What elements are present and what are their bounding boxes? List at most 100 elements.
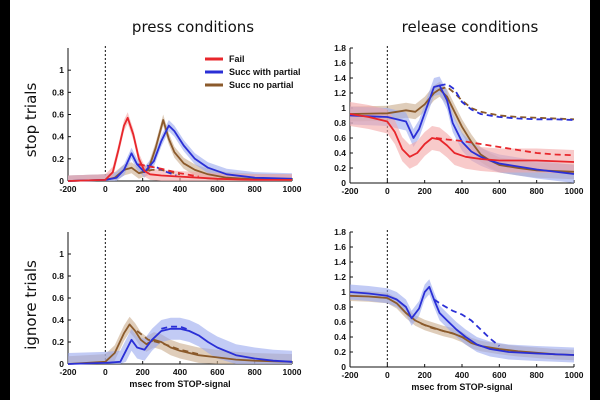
y-tick-label: 1.6 [334, 242, 346, 252]
x-tick-label: 400 [173, 367, 187, 377]
x-tick-label: -200 [59, 367, 76, 377]
series-dashed-succ_nopartial [136, 330, 199, 355]
x-tick-label: 0 [385, 370, 390, 380]
x-tick-label: 0 [103, 367, 108, 377]
series-line-fail [349, 113, 575, 163]
panel-press-ignore: -200 0 200 400 600 800 100000.20.40.60.81msec … [52, 230, 302, 389]
x-tick-label: 200 [418, 370, 432, 380]
series-line-succ_nopartial [349, 294, 575, 356]
y-tick-label: 0.6 [334, 133, 346, 143]
x-tick-label: 800 [530, 370, 544, 380]
series-dashed-fail [138, 163, 199, 178]
figure-panel: press conditions release conditions stop… [10, 0, 590, 400]
y-tick-label: 0.6 [334, 317, 346, 327]
y-tick-label: 0.8 [52, 87, 64, 97]
y-tick-label: 1.4 [334, 73, 346, 83]
y-tick-label: 0.4 [52, 132, 64, 142]
series-dashed-fail [435, 137, 575, 157]
band-fail [68, 112, 292, 181]
y-tick-label: 1.4 [334, 257, 346, 267]
series-line-succ_nopartial [67, 323, 293, 365]
x-tick-label: -200 [341, 186, 358, 196]
panel-release-ignore: -200 0 200 400 600 800 100000.20.40.60.811.21.… [334, 227, 584, 392]
y-tick-label: 0.2 [52, 154, 64, 164]
series-dashed-succ_partial [136, 163, 177, 177]
x-tick-label: 800 [248, 184, 262, 194]
x-tick-label: 200 [136, 184, 150, 194]
y-tick-label: 0.2 [52, 337, 64, 347]
y-tick-label: 0.4 [334, 332, 346, 342]
band-succ_partial [68, 120, 292, 181]
x-tick-label: 600 [210, 184, 224, 194]
row-label-stop: stop trials [22, 83, 40, 158]
x-tick-label: 200 [418, 186, 432, 196]
legend: Fail Succ with partial Succ no partial [200, 50, 326, 94]
band-succ_nopartial [350, 81, 574, 180]
x-tick-label: 400 [455, 186, 469, 196]
series-dashed-succ_partial [439, 83, 575, 121]
x-tick-label: 800 [248, 367, 262, 377]
series-line-succ_partial [349, 84, 575, 175]
y-tick-label: 0.2 [334, 347, 346, 357]
x-tick-label: -200 [59, 184, 76, 194]
column-title-press: press conditions [132, 18, 254, 36]
y-tick-label: 0.8 [52, 271, 64, 281]
y-tick-label: 0.8 [334, 118, 346, 128]
x-tick-label: 0 [385, 186, 390, 196]
y-tick-label: 1.6 [334, 58, 346, 68]
y-tick-label: 0 [341, 178, 346, 188]
y-tick-label: 0.8 [334, 302, 346, 312]
x-axis-label: msec from STOP-signal [129, 379, 230, 389]
y-tick-label: 0 [341, 362, 346, 372]
y-tick-label: 1.2 [334, 88, 346, 98]
series-dashed-succ_nopartial [439, 85, 575, 121]
y-tick-label: 0.4 [52, 315, 64, 325]
y-tick-label: 0.6 [52, 293, 64, 303]
row-label-ignore: ignore trials [22, 260, 40, 350]
y-tick-label: 0 [59, 176, 64, 186]
series-line-succ_partial [67, 327, 293, 365]
x-axis-label: msec from STOP-signal [411, 382, 512, 392]
x-tick-label: 800 [530, 186, 544, 196]
y-tick-label: 0.6 [52, 110, 64, 120]
x-tick-label: 1000 [283, 184, 302, 194]
y-tick-label: 0 [59, 359, 64, 369]
series-dashed-succ_partial [161, 325, 190, 331]
y-tick-label: 0.4 [334, 148, 346, 158]
x-tick-label: 0 [103, 184, 108, 194]
band-fail [350, 102, 574, 174]
y-tick-label: 1.2 [334, 272, 346, 282]
y-tick-label: 1 [59, 249, 64, 259]
legend-label-succ-nopartial: Succ no partial [229, 80, 294, 90]
legend-label-succ-partial: Succ with partial [229, 67, 301, 77]
band-succ_partial [350, 279, 574, 363]
series-dashed-succ_nopartial [420, 322, 467, 340]
series-dashed-succ_partial [433, 298, 500, 347]
x-tick-label: 1000 [565, 370, 584, 380]
column-title-release: release conditions [402, 18, 539, 36]
x-tick-label: 600 [210, 367, 224, 377]
x-tick-label: 400 [455, 370, 469, 380]
y-tick-label: 1 [59, 65, 64, 75]
x-tick-label: 1000 [565, 186, 584, 196]
y-tick-label: 1 [341, 287, 346, 297]
band-succ_partial [68, 317, 292, 364]
x-tick-label: 200 [136, 367, 150, 377]
x-tick-label: 1000 [283, 367, 302, 377]
figure-svg: press conditions release conditions stop… [22, 18, 584, 392]
legend-label-fail: Fail [229, 54, 245, 64]
series-line-succ_partial [67, 124, 293, 182]
y-tick-label: 0.2 [334, 163, 346, 173]
x-tick-label: 400 [173, 184, 187, 194]
series-line-succ_nopartial [349, 88, 575, 173]
y-tick-label: 1 [341, 103, 346, 113]
x-tick-label: 600 [492, 186, 506, 196]
y-tick-label: 1.8 [334, 43, 346, 53]
y-tick-label: 1.8 [334, 227, 346, 237]
x-tick-label: 600 [492, 370, 506, 380]
x-tick-label: -200 [341, 370, 358, 380]
panel-release-stop: -200 0 200 400 600 800 100000.20.40.60.811.21.… [334, 43, 584, 196]
